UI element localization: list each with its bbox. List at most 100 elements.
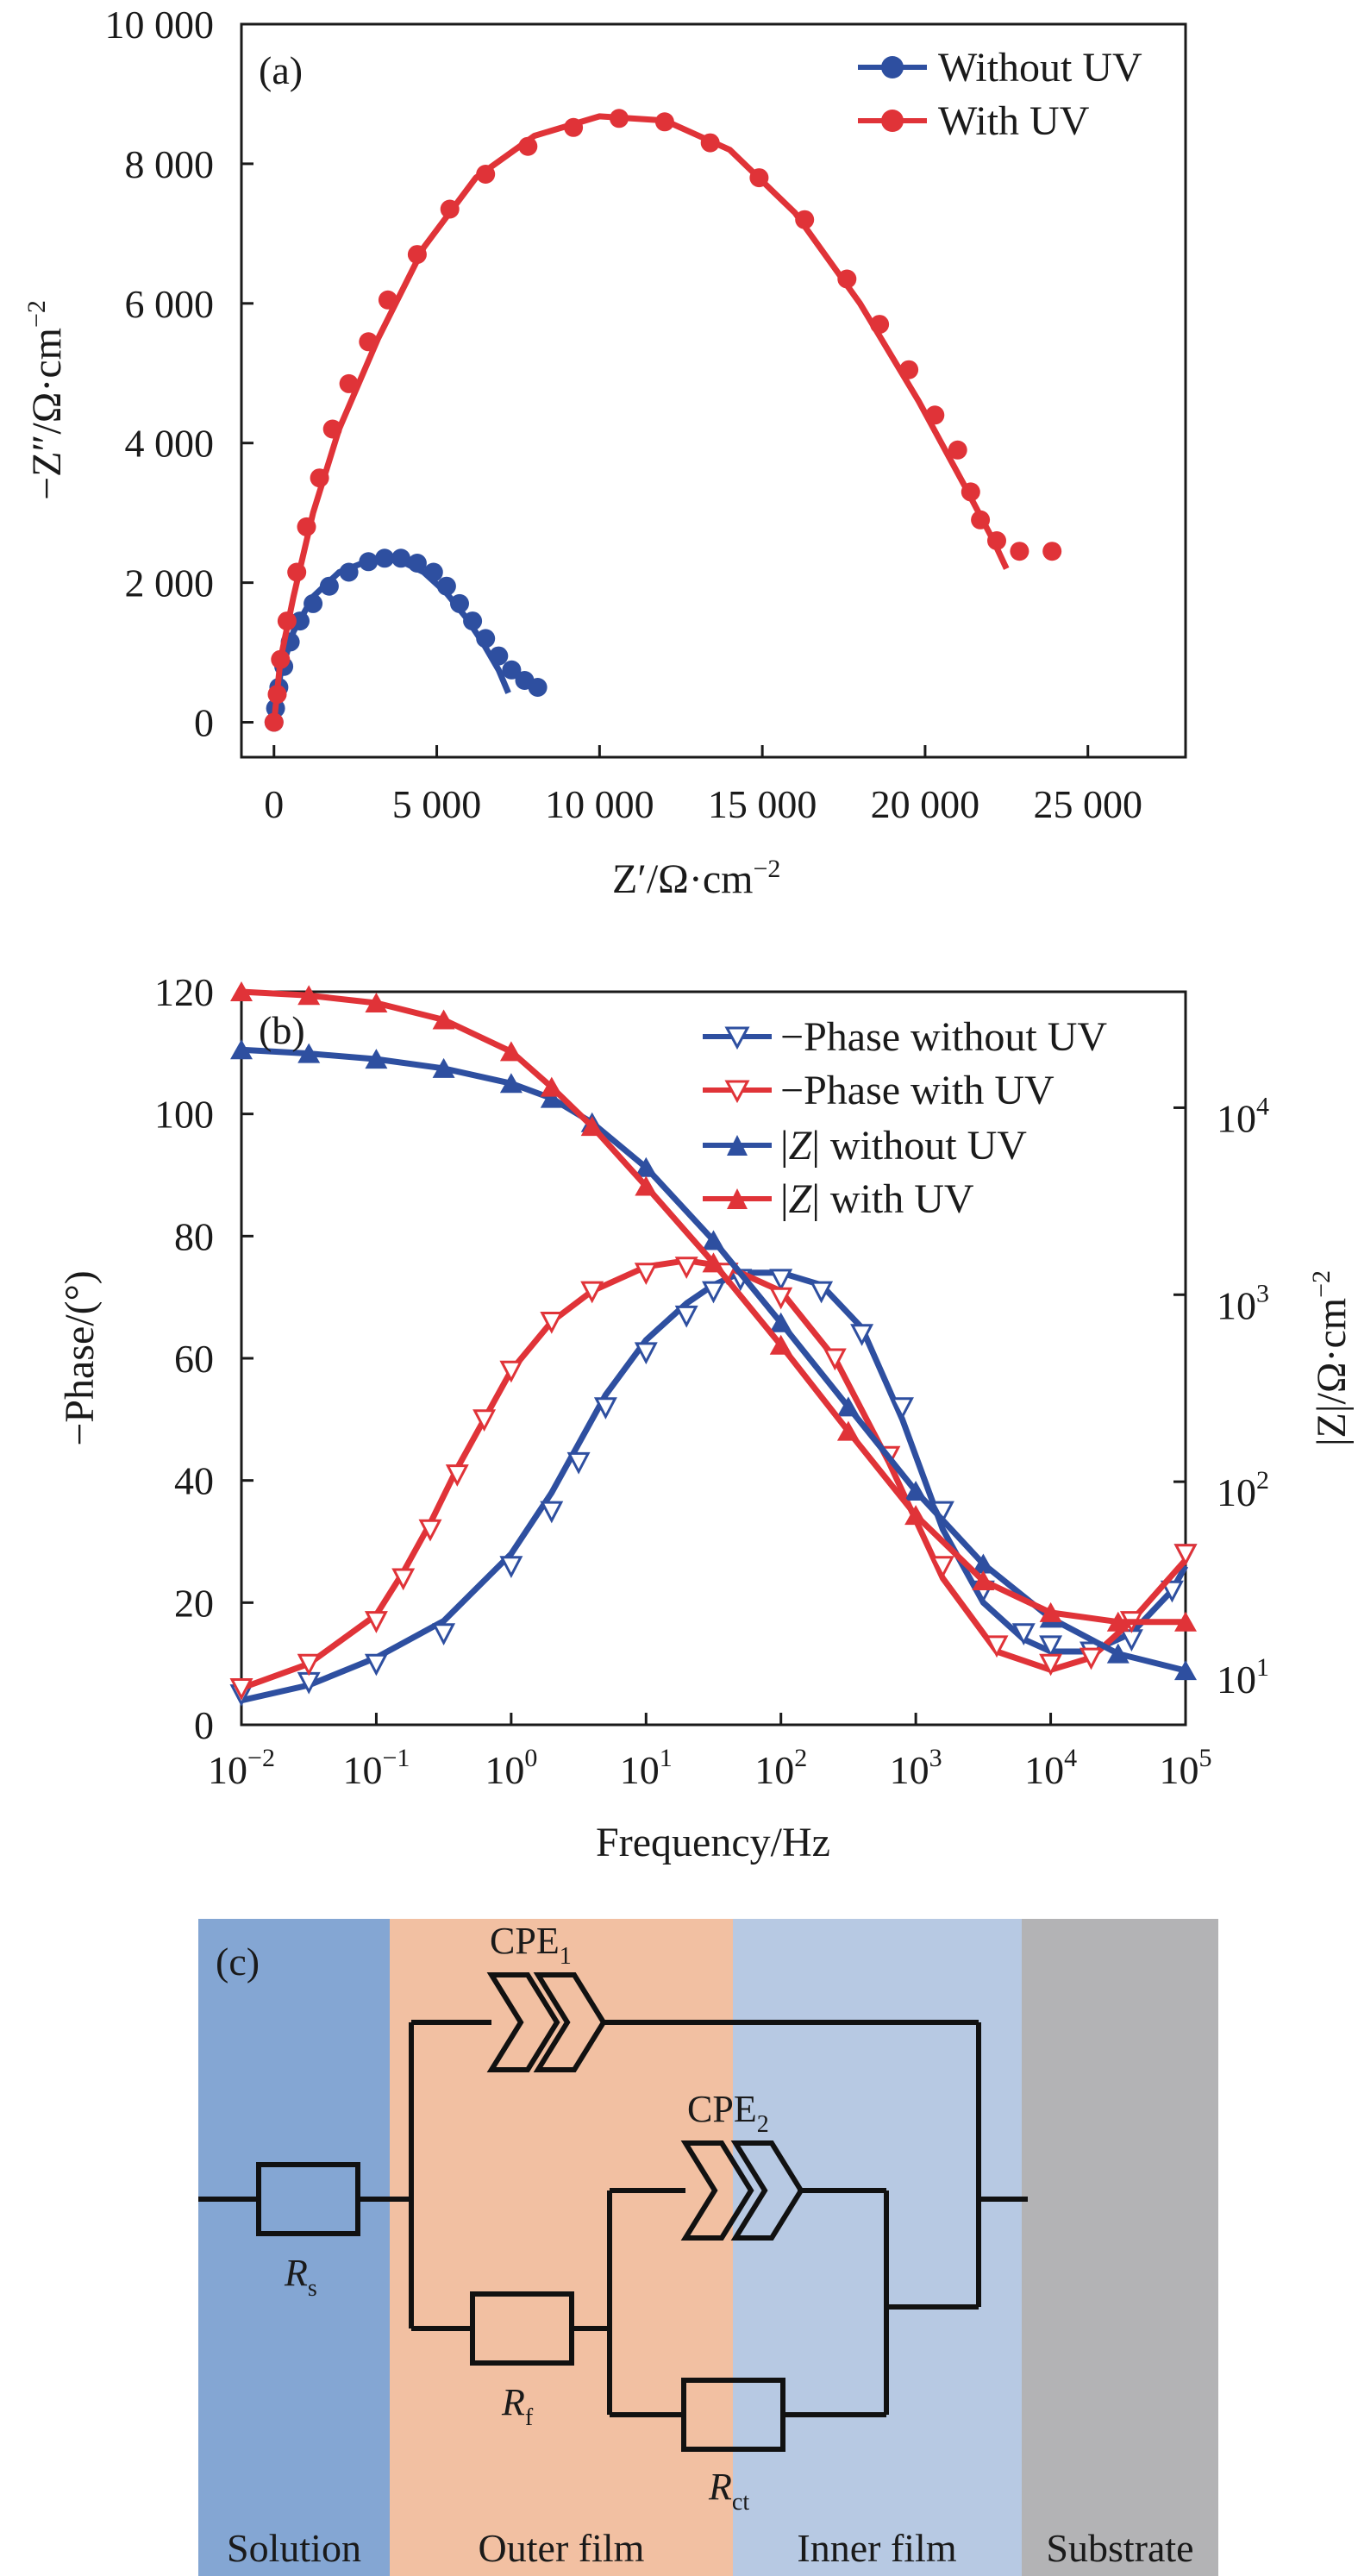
nyquist-point [1010, 542, 1029, 561]
bode-fit-line [241, 1046, 1186, 1674]
bode-phase-marker [445, 1464, 469, 1487]
bode-fit-line [241, 1269, 1189, 1704]
nyquist-point [436, 576, 456, 596]
bode-phase-marker [769, 1287, 793, 1310]
bode-phase-marker [1011, 1623, 1036, 1646]
nyquist-y-label: −Z″/Ω·cm−2 [22, 300, 70, 500]
bode-impedance-marker [499, 1073, 523, 1094]
nyquist-point [319, 576, 339, 596]
nyquist-point [297, 517, 316, 536]
legend-phase-with-uv: −Phase with UV [780, 1068, 1054, 1113]
bode-phase-marker [1160, 1580, 1184, 1603]
bode-x-label: Frequency/Hz [596, 1820, 830, 1865]
nyquist-point [271, 649, 291, 669]
region-label-outer-film: Outer film [479, 2526, 645, 2570]
nyquist-point [378, 290, 397, 310]
nyquist-point [407, 245, 427, 265]
nyquist-point [375, 548, 395, 568]
nyquist-x-tick-label: 10 000 [545, 782, 654, 826]
nyquist-point [423, 562, 443, 582]
legend-z-with-uv: |Z| with UV [780, 1176, 974, 1222]
rct-label: Rct [708, 2466, 749, 2516]
bode-x-tick-label: 101 [620, 1744, 673, 1792]
bode-x-tick-label: 100 [485, 1744, 537, 1792]
nyquist-point [287, 562, 307, 582]
bode-impedance-marker [580, 1116, 604, 1137]
nyquist-point [987, 531, 1006, 550]
bode-phase-marker [674, 1305, 698, 1328]
bode-impedance-marker [540, 1087, 563, 1108]
bode-phase-marker [364, 1611, 388, 1633]
nyquist-point [489, 646, 509, 666]
bode-phase-marker [593, 1397, 617, 1420]
bode-phase-marker [472, 1409, 497, 1432]
nyquist-plot-frame [240, 22, 1187, 759]
nyquist-point [264, 712, 284, 732]
bode-y2-tick-label: 104 [1217, 1092, 1269, 1140]
nyquist-point [277, 611, 297, 631]
bode-y-tick-label: 0 [194, 1703, 214, 1747]
bode-plot: 10−2 10−1 100 101 102 103 104 105 0204060801001… [57, 970, 1355, 1865]
nyquist-x-label: Z′/Ω·cm−2 [612, 855, 780, 902]
bode-phase-marker [985, 1635, 1009, 1658]
nyquist-legend: Without UV With UV [858, 45, 1142, 144]
bode-y-tick-label: 20 [174, 1581, 214, 1625]
nyquist-point [304, 593, 323, 613]
bode-phase-marker [229, 1678, 253, 1701]
legend-z-without-uv: |Z| without UV [780, 1123, 1027, 1169]
bode-y2-tick-label: 102 [1217, 1466, 1269, 1514]
nyquist-point [899, 360, 919, 379]
nyquist-y-ticks: 0 2 000 4 000 6 000 8 000 10 000 [105, 3, 253, 745]
bode-y-tick-label: 80 [174, 1214, 214, 1258]
nyquist-point [1042, 542, 1062, 561]
nyquist-y-tick-label: 2 000 [125, 561, 215, 605]
cpe2-element-b [730, 2140, 804, 2241]
bode-phase-marker [566, 1451, 591, 1475]
bode-impedance-marker [1174, 1660, 1197, 1681]
bode-phase-marker [391, 1568, 416, 1591]
bode-phase-marker [540, 1501, 564, 1524]
bode-phase-marker [499, 1360, 523, 1383]
bode-phase-marker [702, 1281, 725, 1304]
nyquist-series-with-uv [264, 109, 1062, 732]
nyquist-series-without-uv [264, 548, 548, 732]
nyquist-point [610, 109, 629, 128]
nyquist-point [359, 552, 379, 572]
bode-impedance-marker [702, 1230, 725, 1250]
bode-y-ticks: 0 20 40 60 80 100 120 [154, 970, 253, 1747]
nyquist-point [948, 440, 967, 460]
bode-x-tick-label: 104 [1024, 1744, 1077, 1792]
bode-phase-marker [674, 1257, 698, 1280]
bode-y-tick-label: 60 [174, 1337, 214, 1381]
bode-phase-marker [418, 1519, 442, 1542]
bode-impedance-marker [432, 1009, 455, 1030]
nyquist-point [961, 482, 980, 502]
bode-phase-marker [823, 1348, 847, 1371]
nyquist-fit-line [271, 113, 1010, 723]
nyquist-y-tick-label: 4 000 [125, 422, 215, 466]
bode-phase-marker [634, 1263, 658, 1286]
nyquist-point [925, 405, 945, 425]
bode-phase-marker [634, 1342, 658, 1365]
nyquist-fit-line [271, 556, 511, 723]
bode-phase-marker [364, 1653, 388, 1677]
region-substrate [1022, 1919, 1218, 2576]
nyquist-point [749, 168, 769, 188]
bode-impedance-marker [769, 1312, 792, 1332]
nyquist-point [407, 554, 427, 573]
bode-impedance-marker [635, 1156, 658, 1177]
nyquist-point [518, 136, 538, 156]
bode-impedance-marker [432, 1057, 455, 1078]
bode-impedance-marker [365, 993, 388, 1012]
bode-impedance-marker [702, 1252, 725, 1273]
bode-y2-ticks: 101 102 103 104 [1173, 1092, 1269, 1702]
nyquist-point [654, 112, 674, 132]
panel-label-c: (c) [216, 1940, 260, 1984]
nyquist-y-tick-label: 6 000 [125, 282, 215, 326]
bode-impedance-marker [1106, 1643, 1130, 1664]
nyquist-point [463, 611, 483, 631]
nyquist-point [310, 468, 329, 488]
nyquist-point [440, 199, 460, 219]
bode-x-ticks: 10−2 10−1 100 101 102 103 104 105 [208, 1713, 1212, 1792]
bode-phase-marker [1119, 1629, 1143, 1652]
